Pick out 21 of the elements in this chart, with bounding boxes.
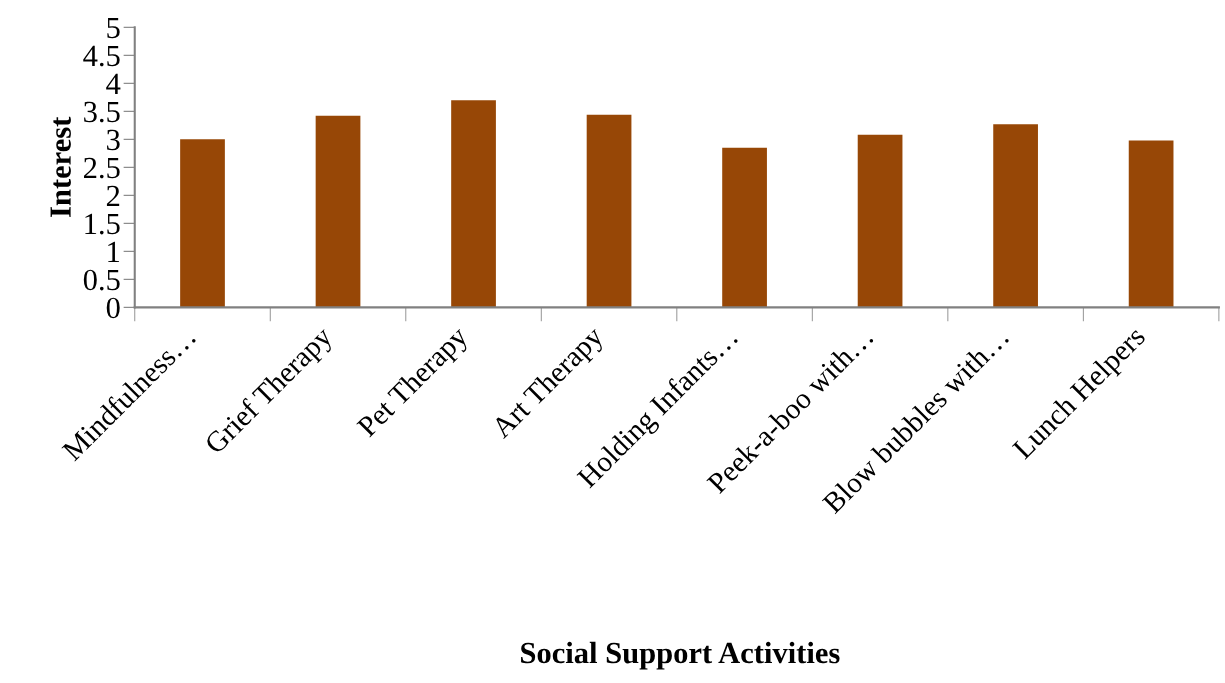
- bar: [586, 114, 632, 308]
- y-tick-label: 5: [107, 17, 120, 39]
- y-tick-label: 3.5: [84, 101, 120, 123]
- bar: [993, 124, 1038, 308]
- bar: [1128, 140, 1174, 308]
- y-tick-label: 1: [108, 241, 120, 262]
- bar: [451, 100, 496, 308]
- y-tick-label: 4.5: [83, 45, 120, 67]
- y-axis-title: Interest: [50, 116, 71, 217]
- bar: [315, 115, 361, 308]
- y-tick-label: 2: [106, 185, 120, 206]
- bar: [180, 139, 225, 308]
- bar: [857, 134, 903, 308]
- y-tick-label: 4: [106, 73, 121, 94]
- y-tick-label: 3: [107, 129, 120, 151]
- y-tick-label: 0: [106, 297, 120, 319]
- bar: [722, 147, 767, 308]
- x-axis-title: Social Support Activities: [521, 641, 840, 670]
- y-tick-label: 2.5: [84, 157, 120, 179]
- y-tick-label: 0.5: [83, 269, 120, 291]
- y-tick-label: 1.5: [85, 213, 120, 235]
